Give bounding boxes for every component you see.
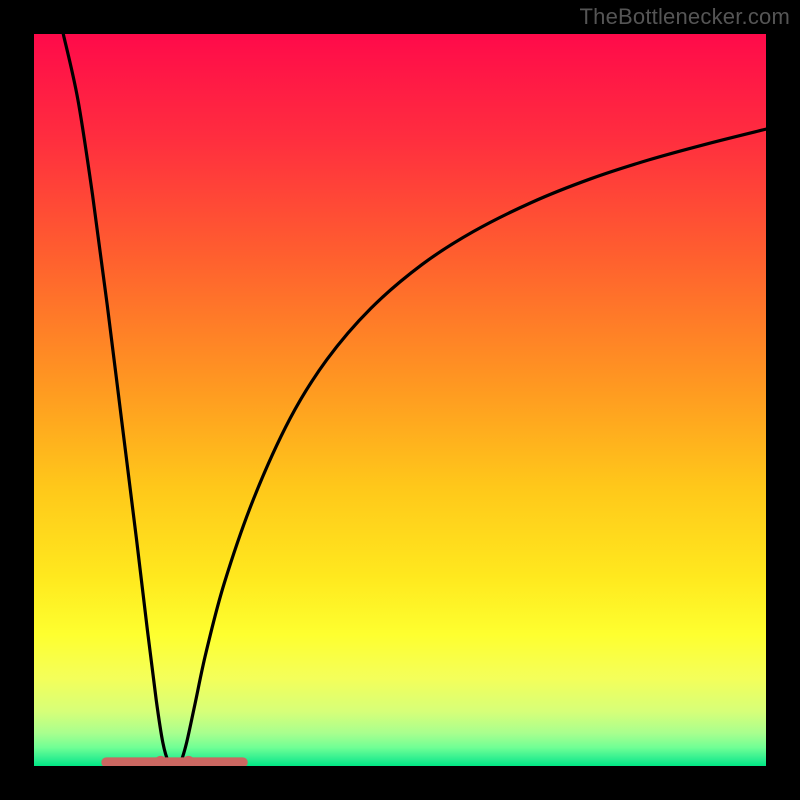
watermark-text: TheBottlenecker.com xyxy=(580,4,790,30)
gradient-background xyxy=(34,34,766,766)
chart-container: TheBottlenecker.com xyxy=(0,0,800,800)
minimum-bar xyxy=(101,757,247,767)
bottleneck-curve-chart xyxy=(0,0,800,800)
minimum-markers xyxy=(101,756,247,769)
minimum-dot-0 xyxy=(154,756,167,769)
minimum-dot-1 xyxy=(182,756,195,769)
